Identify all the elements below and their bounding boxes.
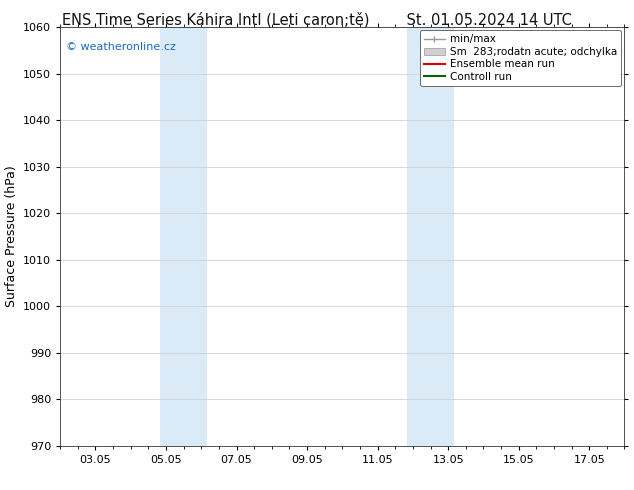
- Y-axis label: Surface Pressure (hPa): Surface Pressure (hPa): [4, 166, 18, 307]
- Text: ENS Time Series Káhira Intl (Leti caron;tě)        St. 01.05.2024 14 UTC: ENS Time Series Káhira Intl (Leti caron;…: [62, 12, 572, 28]
- Bar: [160, 27, 207, 446]
- Legend: min/max, Sm  283;rodatn acute; odchylka, Ensemble mean run, Controll run: min/max, Sm 283;rodatn acute; odchylka, …: [420, 30, 621, 86]
- Text: © weatheronline.cz: © weatheronline.cz: [66, 42, 176, 51]
- Bar: [407, 27, 454, 446]
